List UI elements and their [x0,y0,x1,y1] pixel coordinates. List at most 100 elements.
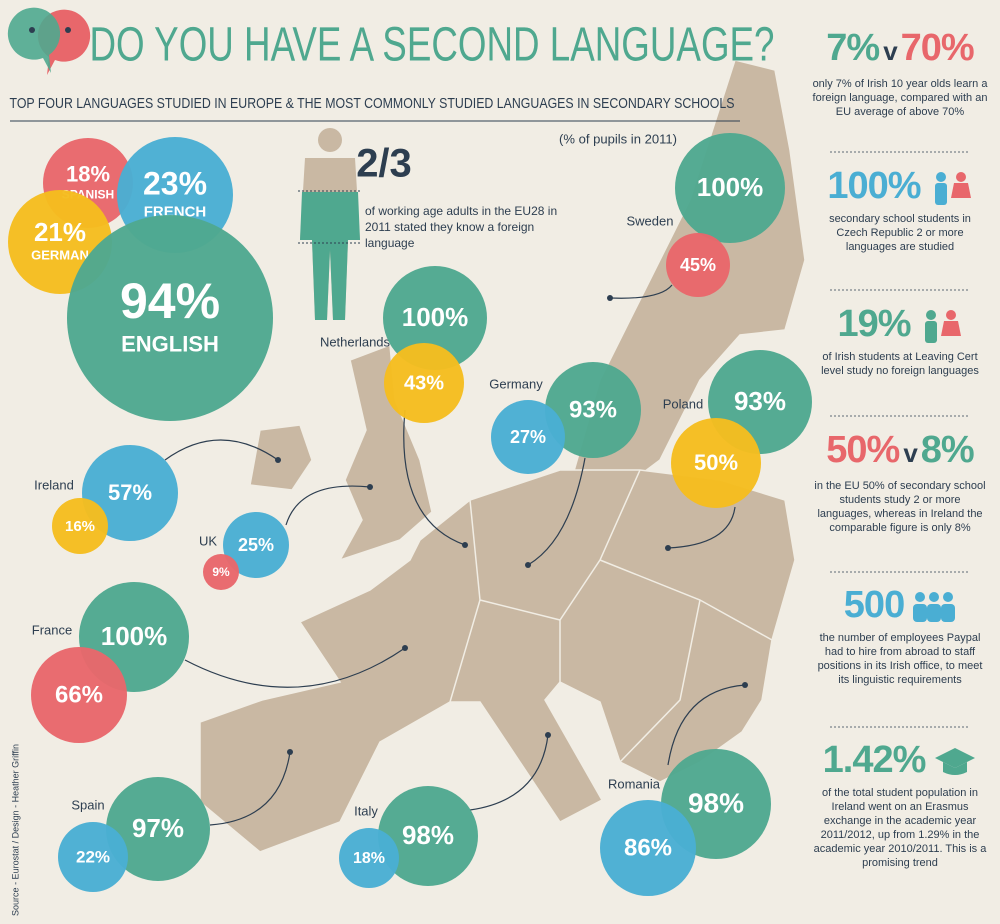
country-bubble [203,554,239,590]
fact-heading: 19% [812,304,988,344]
logo-bubble-teal [7,7,61,74]
fact-text: only 7% of Irish 10 year olds learn a fo… [812,78,988,118]
country-value: 98% [688,787,744,818]
country-value: 45% [680,255,716,275]
subtitle: TOP FOUR LANGUAGES STUDIED IN EUROPE & T… [10,95,735,112]
man-head [318,128,342,152]
connector [164,439,279,461]
country-name: Sweden [627,213,674,228]
icon-shape [929,591,940,602]
icon-shape [913,603,928,622]
country-bubble [378,786,478,886]
fact-text: in the EU 50% of secondary school studen… [814,480,986,534]
connector [285,485,371,526]
fact-text: secondary school students in Czech Repub… [829,213,971,253]
connector [527,457,586,566]
country-value: 57% [108,480,152,505]
connector-dot [607,295,613,301]
country-value: 9% [212,565,230,579]
fact-heading: 1.42% [812,740,988,780]
country-bubble [666,233,730,297]
country-value: 97% [132,813,184,843]
country-value: 93% [734,386,786,416]
icon-shape [915,591,926,602]
continent [199,469,796,853]
logo [7,7,91,76]
country-bubble [58,822,128,892]
country-value: 22% [76,847,110,866]
icon-shape [955,171,966,182]
country-bubble [339,828,399,888]
man-icon [298,128,360,320]
icon-shape [934,182,947,205]
fact-heading: 7% v 70% [812,28,988,71]
fact: 1.42% of the total student population in … [812,740,988,870]
adults-text: of working age adults in the EU28 in 201… [365,204,558,250]
fact-icon [934,171,971,205]
language-label: GERMAN [31,248,89,263]
connector-dot [525,562,531,568]
icon-shape [927,603,942,622]
fact-icon [913,591,956,622]
fact-text: of Irish students at Leaving Cert level … [821,351,979,377]
icon-shape [943,591,954,602]
connector-dot [402,645,408,651]
language-value: 94% [120,273,220,329]
connector-dot [275,457,281,463]
connector-dot [545,732,551,738]
icon-shape [940,320,961,336]
country-bubble [675,133,785,243]
fact-figure: 19% [837,303,911,345]
country-value: 25% [238,535,274,555]
icon-shape [950,182,971,198]
fact-figure: 50% [826,429,900,471]
fact-dividers [830,151,970,728]
country-name: Ireland [34,477,74,492]
language-value: 18% [66,162,110,187]
adults-value: 2/3 [356,142,412,186]
country-value: 86% [624,834,672,861]
country-name: UK [199,533,217,548]
icon-shape [935,747,976,768]
fact: 7% v 70% only 7% of Irish 10 year olds lear… [812,28,988,119]
border-lines [449,469,773,763]
connector-dot [742,682,748,688]
language-bubble [67,215,273,421]
country-name: Poland [663,396,703,411]
country-bubble [383,266,487,370]
country-bubble [491,400,565,474]
connector [667,684,746,766]
language-value: 23% [143,165,207,201]
source: Source - Eurostat / Design - Heather Gri… [10,744,20,916]
country-value: 16% [65,518,95,535]
logo-eye [29,27,35,33]
icon-shape [925,309,936,320]
fact-figure: 100% [827,165,921,207]
language-value: 21% [34,217,86,247]
country-name: Italy [354,803,378,818]
fact-figure: 500 [843,584,905,626]
fact: 500 the number of employees Paypal had to… [812,585,988,687]
connector [667,506,736,549]
logo-eye [65,27,71,33]
icon-shape [945,309,956,320]
fact-figure: 7% [826,27,880,69]
ireland-shape [249,424,313,491]
connector-dot [367,484,373,490]
country-name: France [32,622,72,637]
country-bubble [106,777,210,881]
connector-dot [287,749,293,755]
country-value: 66% [55,681,103,708]
icon-shape [943,761,968,775]
fact-figure: v [903,438,918,468]
connector [184,647,406,688]
fact: 19% of Irish students at Leaving Cert lev… [812,304,988,378]
country-value: 27% [510,427,546,447]
country-value: 100% [101,621,168,651]
country-name: Germany [489,376,543,391]
fact-heading: 100% [812,166,988,206]
country-bubble [31,647,127,743]
country-value: 50% [694,450,738,475]
